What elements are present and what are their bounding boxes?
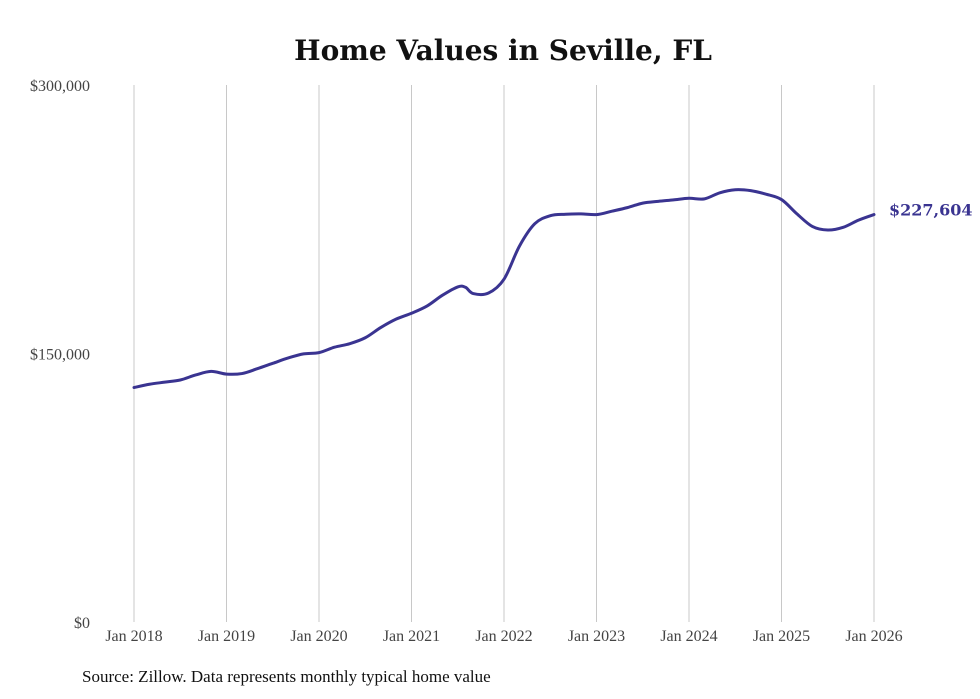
y-tick-label: $150,000: [30, 347, 90, 364]
chart-title: Home Values in Seville, FL: [294, 34, 712, 67]
source-note: Source: Zillow. Data represents monthly …: [82, 667, 491, 686]
x-tick-label: Jan 2018: [105, 628, 162, 645]
x-tick-label: Jan 2019: [198, 628, 255, 645]
x-tick-label: Jan 2024: [660, 628, 717, 645]
x-tick-label: Jan 2021: [383, 628, 440, 645]
x-tick-label: Jan 2023: [568, 628, 625, 645]
grid-layer: [133, 85, 875, 622]
x-tick-label: Jan 2020: [290, 628, 347, 645]
series-layer: $227,604: [132, 188, 973, 390]
x-tick-label: Jan 2022: [475, 628, 532, 645]
y-tick-label: $300,000: [30, 78, 90, 95]
y-tick-label: $0: [74, 615, 90, 632]
x-axis-ticks: Jan 2018 Jan 2019 Jan 2020 Jan 2021 Jan 2022…: [105, 628, 902, 645]
end-value-label: $227,604: [889, 201, 973, 220]
x-tick-label: Jan 2026: [845, 628, 902, 645]
series-line: [132, 188, 876, 390]
x-tick-label: Jan 2025: [753, 628, 810, 645]
y-axis-ticks: $0 $150,000 $300,000: [30, 78, 90, 632]
